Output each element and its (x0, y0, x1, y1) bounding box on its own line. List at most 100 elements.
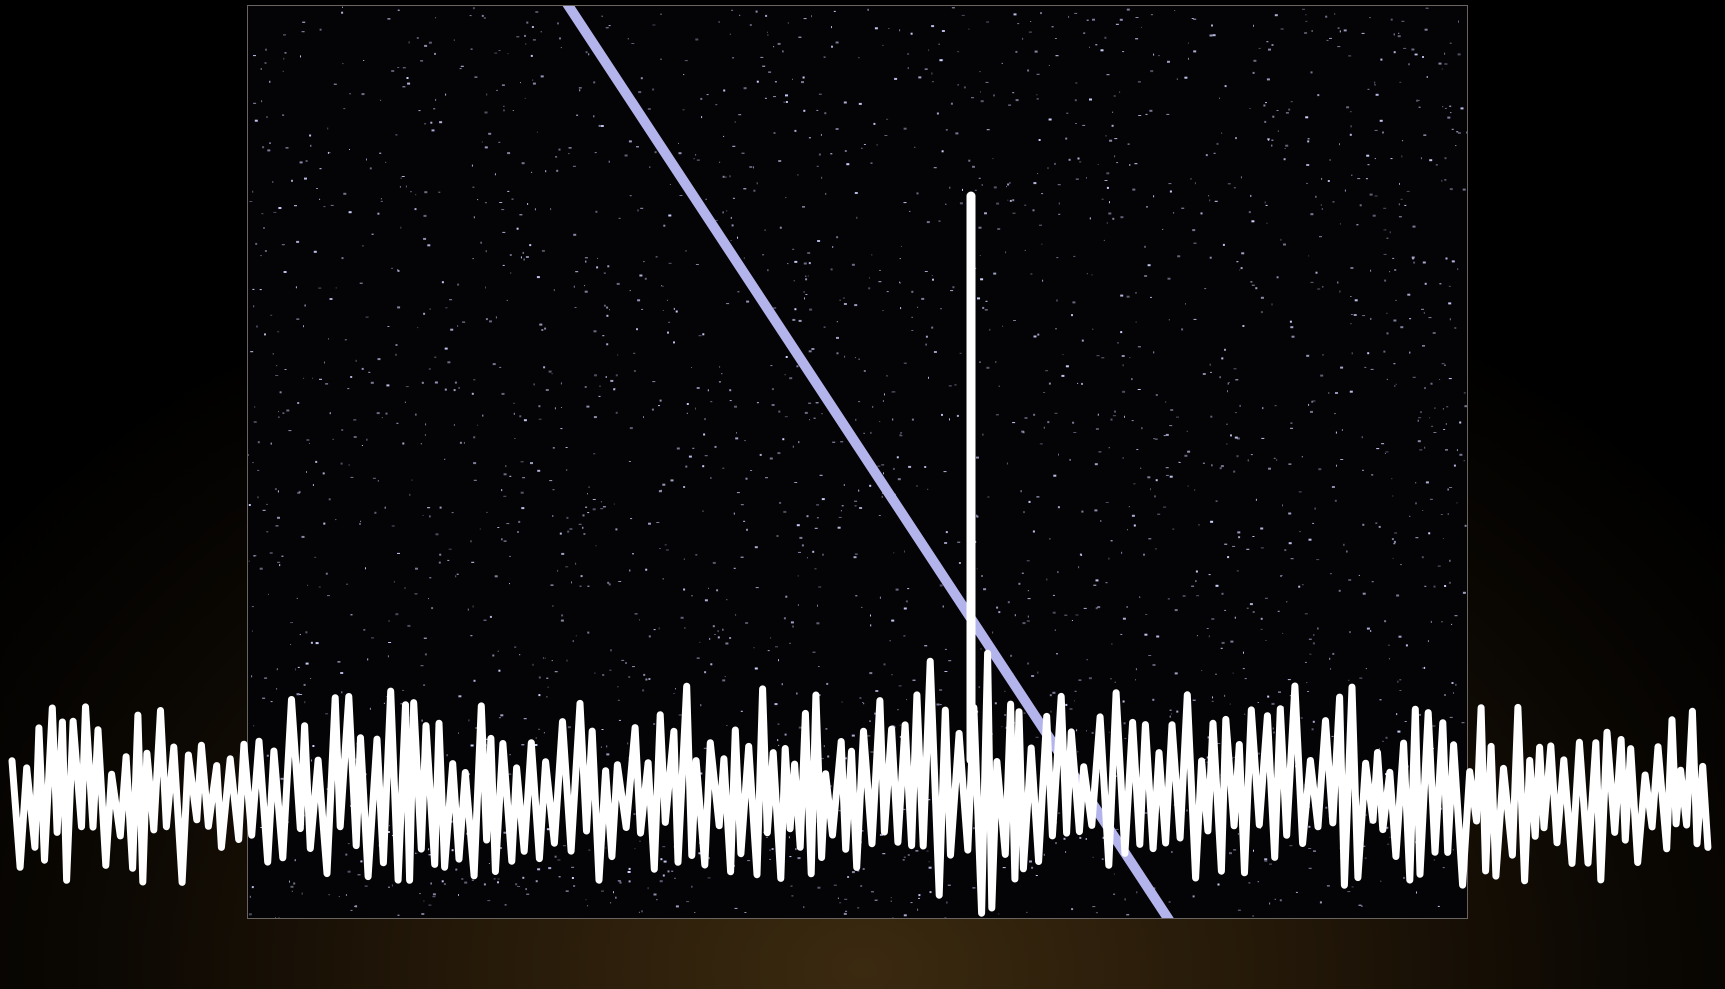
noise-speck (729, 175, 731, 178)
noise-speck (1051, 26, 1054, 28)
noise-speck (472, 605, 474, 608)
noise-speck (439, 553, 442, 556)
noise-speck (1351, 352, 1353, 355)
noise-speck (1236, 437, 1240, 440)
noise-speck (1343, 29, 1347, 32)
noise-speck (1362, 592, 1366, 595)
noise-speck (1126, 8, 1130, 11)
noise-speck (302, 21, 306, 23)
noise-speck (836, 336, 839, 339)
noise-speck (854, 500, 858, 502)
noise-speck (911, 316, 913, 318)
noise-speck (790, 885, 793, 887)
noise-speck (361, 445, 363, 446)
noise-speck (421, 913, 425, 915)
noise-speck (523, 258, 525, 261)
noise-speck (506, 299, 508, 301)
noise-speck (914, 146, 916, 148)
noise-speck (782, 438, 785, 441)
noise-speck (982, 433, 984, 436)
noise-speck (277, 331, 280, 333)
noise-speck (601, 15, 603, 17)
noise-speck (794, 129, 797, 132)
noise-speck (455, 868, 458, 871)
noise-speck (668, 321, 671, 323)
noise-speck (432, 896, 436, 898)
noise-speck (588, 849, 591, 851)
noise-speck (596, 266, 599, 269)
noise-speck (503, 540, 507, 542)
noise-speck (618, 217, 621, 219)
noise-speck (266, 116, 268, 119)
noise-speck (903, 127, 907, 130)
noise-speck (981, 575, 983, 577)
noise-speck (1456, 449, 1458, 452)
noise-speck (957, 51, 960, 53)
noise-speck (1195, 570, 1198, 573)
noise-speck (1291, 335, 1295, 338)
noise-speck (826, 682, 829, 685)
noise-speck (804, 411, 808, 414)
noise-speck (1371, 474, 1374, 476)
noise-speck (545, 170, 547, 173)
noise-speck (311, 759, 312, 762)
noise-speck (1128, 506, 1130, 508)
noise-speck (1150, 70, 1154, 73)
noise-speck (1350, 296, 1352, 297)
noise-speck (415, 413, 417, 416)
noise-speck (407, 82, 411, 85)
noise-speck (1191, 18, 1194, 19)
noise-speck (1209, 363, 1211, 366)
noise-speck (1039, 224, 1042, 226)
noise-speck (395, 344, 398, 346)
noise-speck (831, 45, 833, 48)
noise-speck (1276, 110, 1279, 111)
noise-speck (1154, 438, 1158, 440)
noise-speck (796, 524, 800, 527)
noise-speck (821, 498, 825, 501)
noise-speck (1419, 713, 1421, 716)
noise-speck (1429, 498, 1433, 500)
noise-speck (327, 127, 329, 130)
noise-speck (897, 478, 901, 481)
noise-speck (597, 257, 598, 259)
noise-speck (1308, 403, 1310, 406)
noise-speck (1374, 195, 1378, 197)
noise-speck (473, 436, 476, 439)
noise-speck (867, 8, 869, 11)
noise-speck (541, 329, 544, 331)
noise-speck (978, 177, 981, 179)
noise-speck (1258, 47, 1261, 49)
noise-speck (860, 885, 863, 887)
noise-speck (388, 886, 390, 888)
noise-speck (595, 210, 598, 213)
noise-speck (1101, 198, 1104, 200)
noise-speck (353, 419, 357, 421)
noise-speck (584, 257, 588, 259)
noise-speck (859, 507, 863, 509)
noise-speck (1247, 459, 1249, 462)
noise-speck (707, 389, 709, 392)
noise-speck (319, 378, 322, 380)
noise-speck (1260, 628, 1263, 630)
noise-speck (319, 198, 321, 200)
noise-speck (1301, 584, 1304, 586)
noise-speck (288, 430, 292, 432)
noise-speck (820, 133, 822, 136)
noise-speck (471, 164, 473, 167)
noise-speck (1144, 245, 1146, 248)
noise-speck (535, 737, 537, 739)
noise-speck (882, 400, 884, 402)
noise-speck (598, 124, 601, 127)
noise-speck (423, 684, 426, 686)
noise-speck (1081, 382, 1083, 385)
noise-speck (683, 558, 685, 560)
noise-speck (1174, 672, 1178, 675)
noise-speck (1052, 594, 1055, 596)
noise-speck (987, 496, 990, 498)
noise-speck (1248, 211, 1251, 214)
noise-speck (802, 76, 805, 79)
noise-speck (1026, 911, 1028, 913)
noise-speck (1089, 46, 1090, 48)
noise-speck (1272, 727, 1274, 730)
